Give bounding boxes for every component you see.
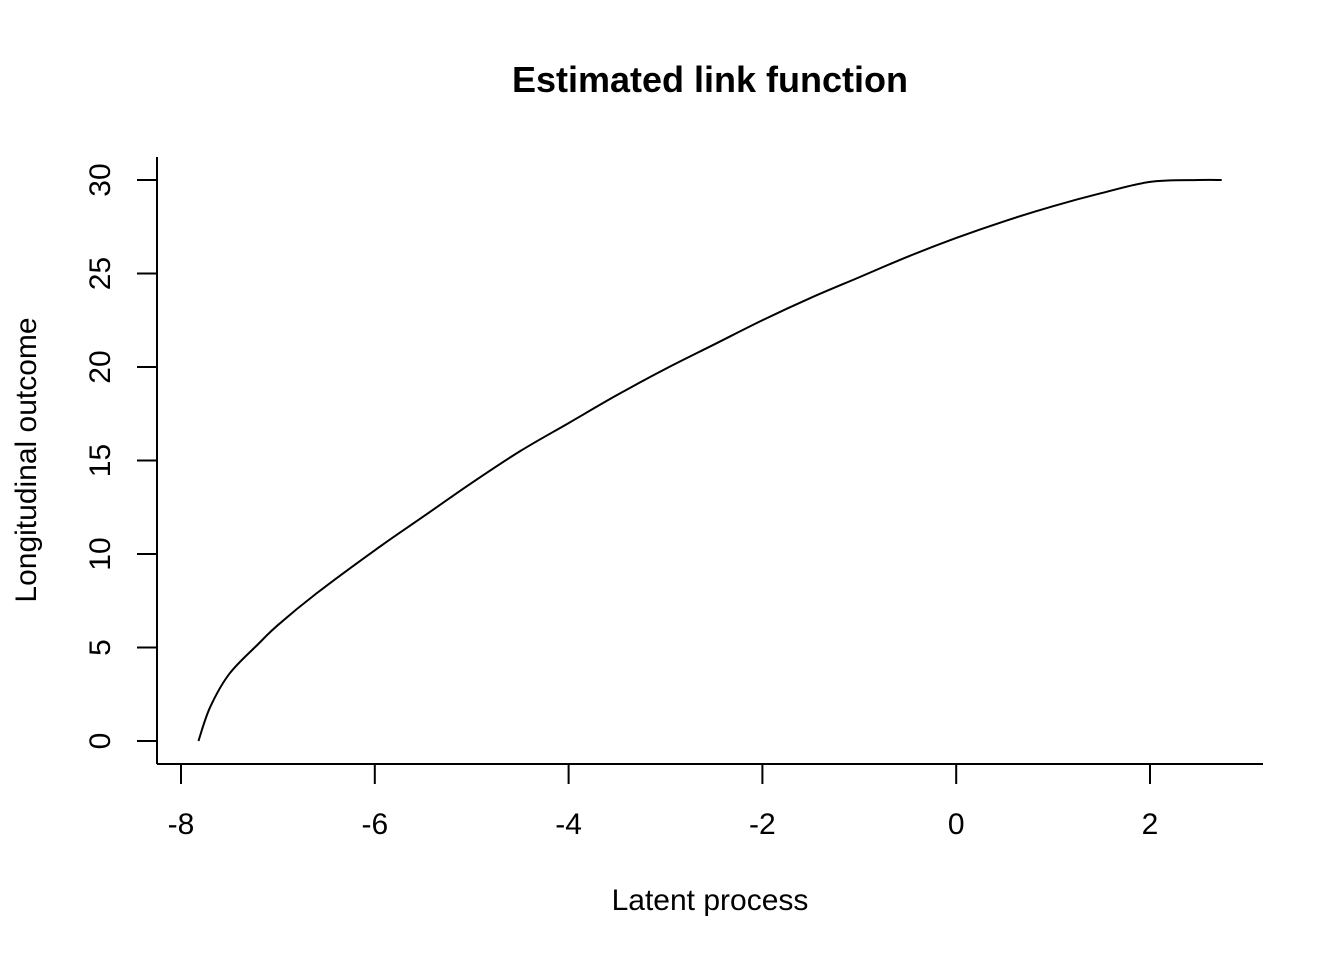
y-tick-label: 30 <box>84 163 117 196</box>
chart-title: Estimated link function <box>512 59 908 100</box>
y-tick-label: 20 <box>84 350 117 383</box>
y-tick-label: 15 <box>84 444 117 477</box>
x-tick-label: 2 <box>1142 808 1159 841</box>
y-tick-label: 5 <box>84 639 117 656</box>
y-axis-label: Longitudinal outcome <box>10 317 43 602</box>
link-function-line <box>197 178 1222 742</box>
x-tick-label: -8 <box>168 808 195 841</box>
y-tick-label: 0 <box>84 733 117 750</box>
plot-area: -8 -6 -4 -2 0 2 0 5 10 15 20 25 30 <box>84 157 1263 841</box>
x-tick-label: -4 <box>555 808 582 841</box>
y-tick-label: 10 <box>84 537 117 570</box>
x-tick-label: 0 <box>948 808 965 841</box>
x-tick-label: -6 <box>361 808 388 841</box>
x-axis-label: Latent process <box>612 884 809 917</box>
x-ticks: -8 -6 -4 -2 0 2 <box>168 764 1159 841</box>
y-ticks: 0 5 10 15 20 25 30 <box>84 163 157 749</box>
x-tick-label: -2 <box>749 808 776 841</box>
y-tick-label: 25 <box>84 257 117 290</box>
